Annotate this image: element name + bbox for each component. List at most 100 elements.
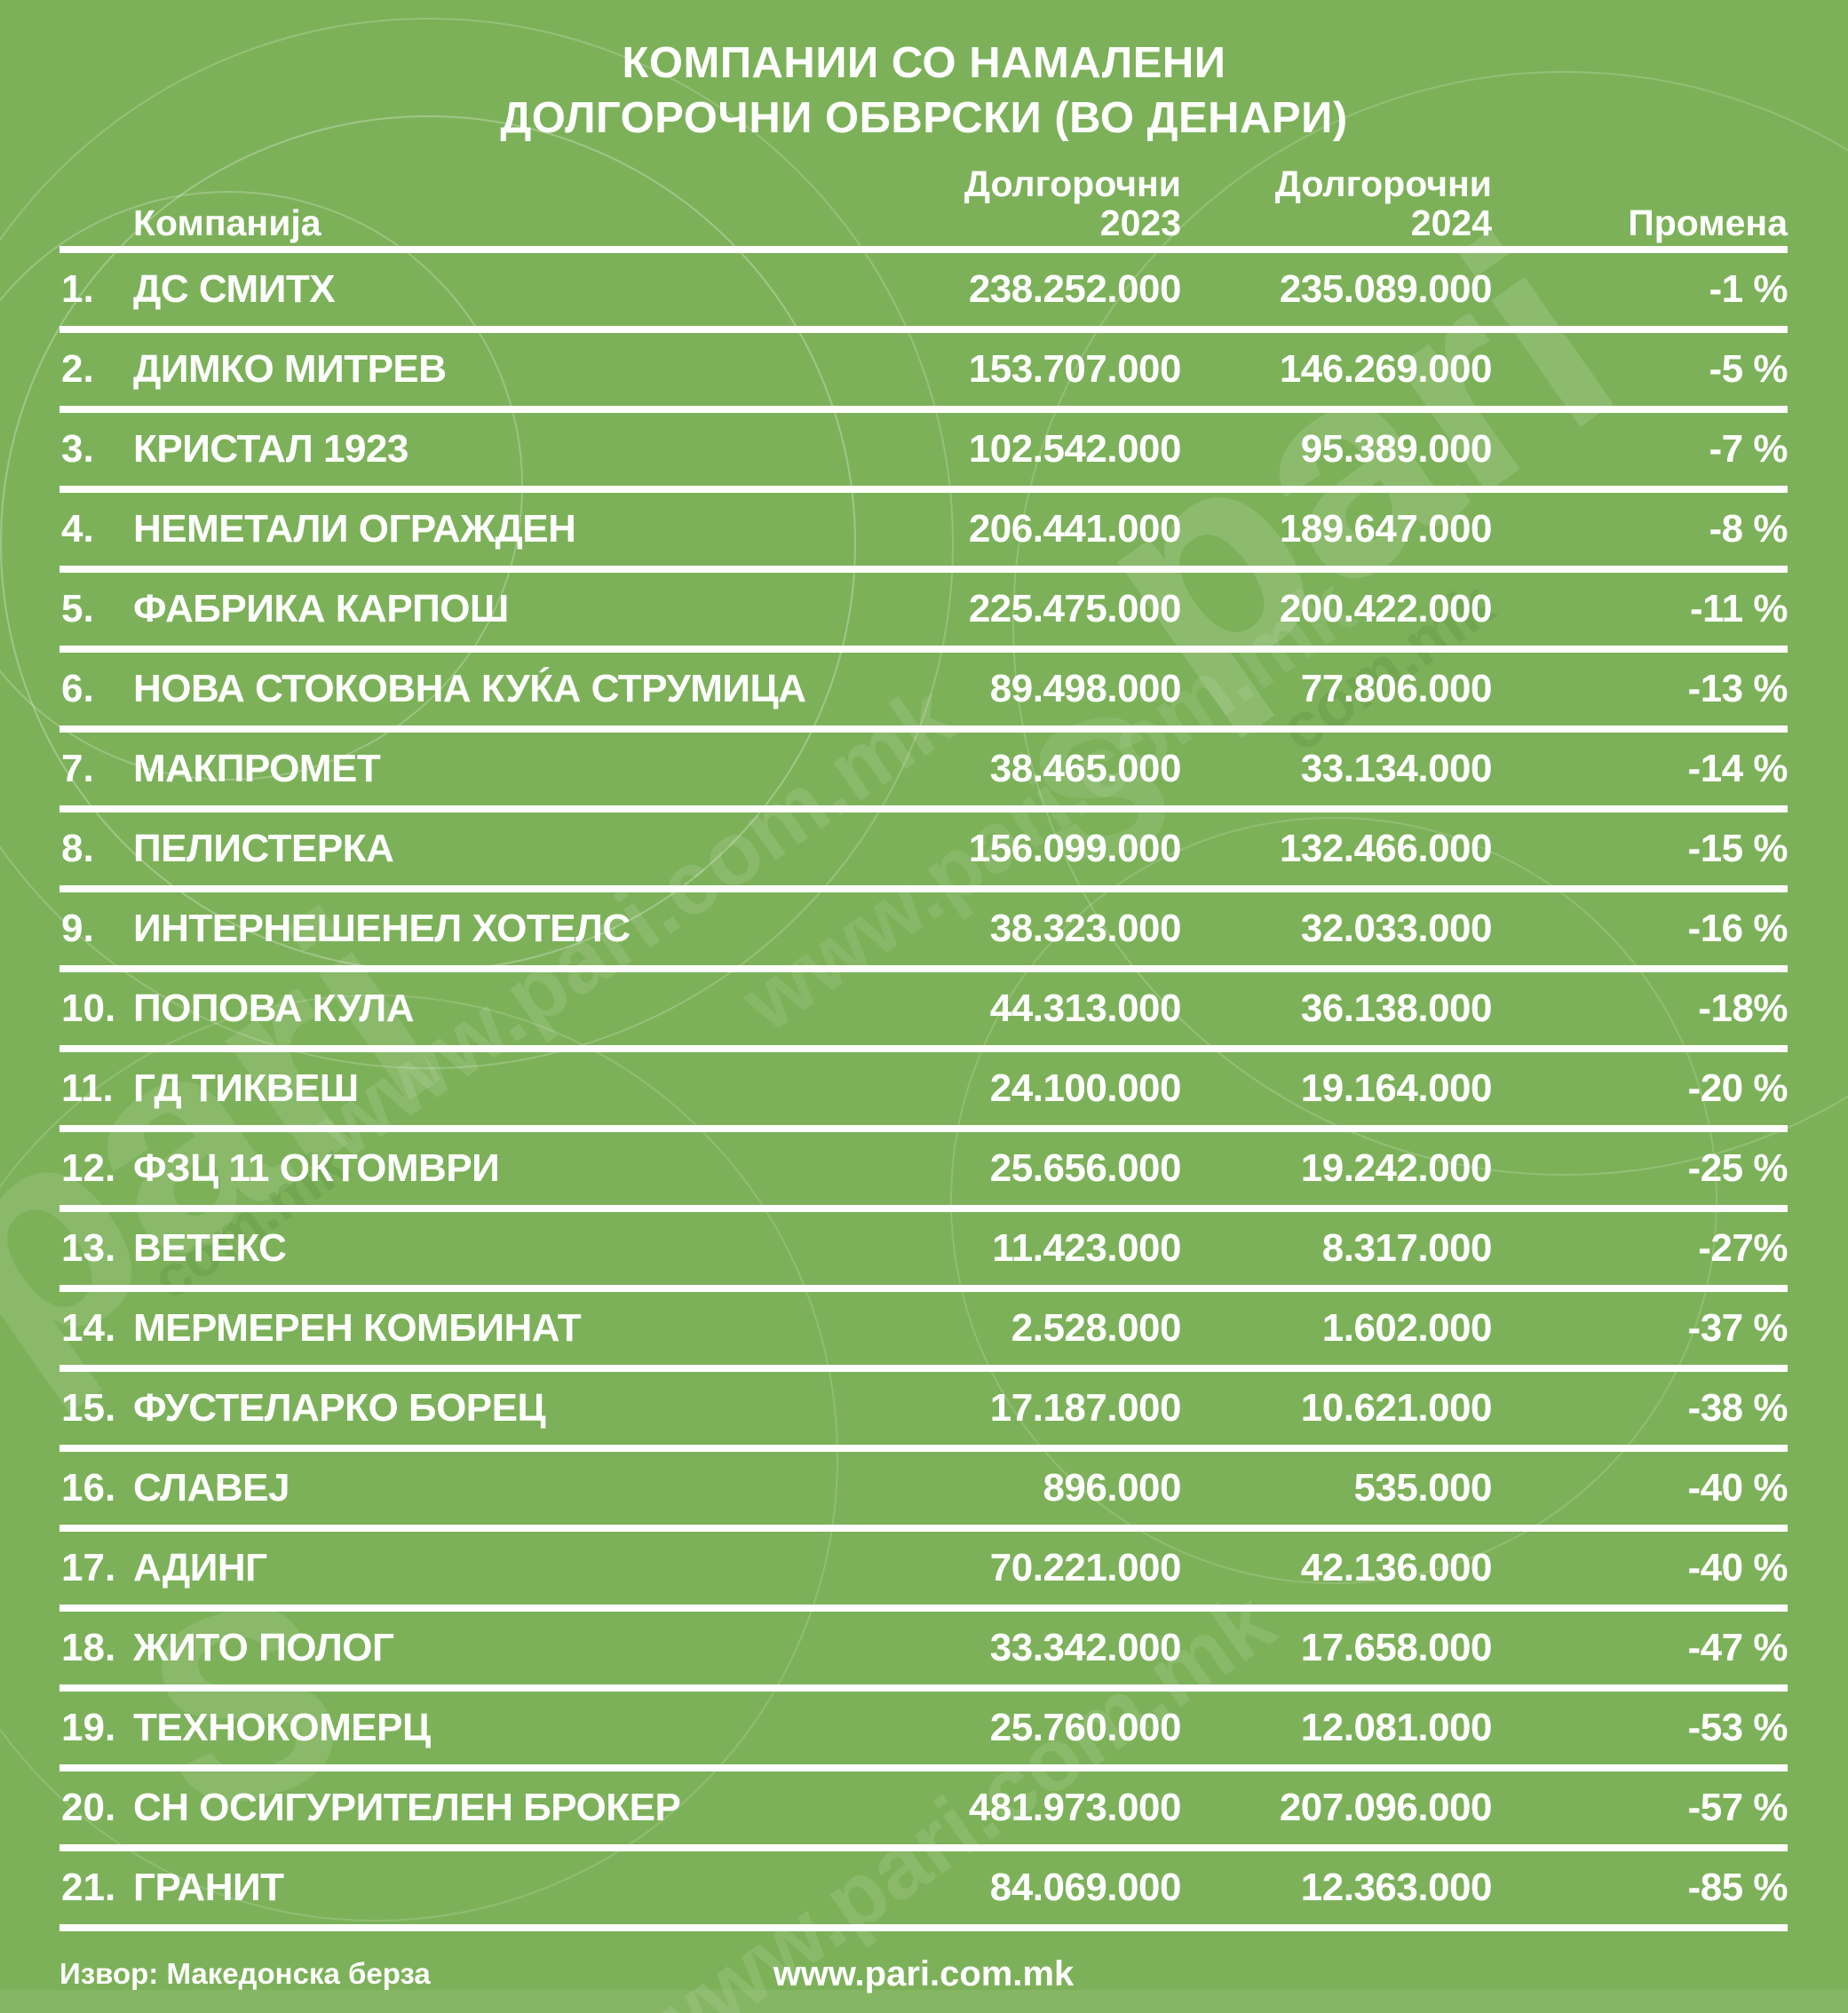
value-2024: 10.621.000 xyxy=(1300,1386,1493,1430)
company-name: СЛАВЕЈ xyxy=(133,1466,289,1510)
value-2023: 481.973.000 xyxy=(968,1786,1182,1829)
header-change: Промена xyxy=(1628,202,1788,243)
change-value: -5 % xyxy=(1709,347,1789,391)
company-name: ПЕЛИСТЕРКА xyxy=(133,827,394,870)
company-name: МАКПРОМЕТ xyxy=(133,747,381,790)
change-value: -15 % xyxy=(1687,827,1789,870)
value-2023: 102.542.000 xyxy=(968,427,1182,471)
table-row: 13. ВЕТЕКС 11.423.000 8.317.000 -27% xyxy=(59,1212,1789,1292)
table-row: 21. ГРАНИТ 84.069.000 12.363.000 -85 % xyxy=(59,1851,1789,1931)
companies-table: Компанија Долгорочни 2023 Долгорочни 202… xyxy=(59,164,1789,1931)
table-header-row: Компанија Долгорочни 2023 Долгорочни 202… xyxy=(59,164,1788,253)
company-name: АДИНГ xyxy=(133,1546,267,1589)
row-number: 2. xyxy=(61,347,94,391)
table-row: 18. ЖИТО ПОЛОГ 33.342.000 17.658.000 -47… xyxy=(59,1612,1789,1692)
row-number: 10. xyxy=(61,987,116,1030)
change-value: -37 % xyxy=(1687,1306,1789,1350)
value-2024: 132.466.000 xyxy=(1279,827,1493,870)
title-line-2: ДОЛГОРОЧНИ ОБВРСКИ (ВО ДЕНАРИ) xyxy=(500,94,1348,142)
value-2023: 156.099.000 xyxy=(968,827,1182,870)
company-name: ФЗЦ 11 ОКТОМВРИ xyxy=(133,1146,500,1190)
company-name: МЕРМЕРЕН КОМБИНАТ xyxy=(133,1306,582,1350)
change-value: -38 % xyxy=(1687,1386,1789,1430)
value-2023: 25.656.000 xyxy=(989,1146,1182,1190)
header-2023-year: 2023 xyxy=(1099,202,1181,243)
table-row: 15. ФУСТЕЛАРКО БОРЕЦ 17.187.000 10.621.0… xyxy=(59,1372,1789,1452)
change-value: -20 % xyxy=(1687,1066,1789,1110)
row-number: 8. xyxy=(61,827,94,870)
header-2024-label: Долгорочни xyxy=(1274,163,1492,204)
header-2024-year: 2024 xyxy=(1410,202,1492,243)
row-number: 6. xyxy=(61,667,94,710)
value-2023: 38.323.000 xyxy=(989,907,1182,950)
value-2023: 24.100.000 xyxy=(989,1066,1182,1110)
header-2023: Долгорочни 2023 xyxy=(857,164,1181,251)
header-company: Компанија xyxy=(133,202,321,243)
title-line-1: КОМПАНИИ СО НАМАЛЕНИ xyxy=(622,39,1226,87)
row-number: 7. xyxy=(61,747,94,790)
company-name: ГРАНИТ xyxy=(133,1866,284,1909)
change-value: -85 % xyxy=(1687,1866,1789,1909)
change-value: -18% xyxy=(1698,987,1788,1030)
value-2023: 2.528.000 xyxy=(1011,1306,1182,1350)
row-number: 11. xyxy=(61,1066,114,1110)
value-2023: 44.313.000 xyxy=(989,987,1182,1030)
table-row: 2. ДИМКО МИТРЕВ 153.707.000 146.269.000 … xyxy=(59,333,1789,413)
value-2023: 33.342.000 xyxy=(989,1626,1182,1669)
value-2024: 12.081.000 xyxy=(1300,1706,1493,1749)
value-2024: 36.138.000 xyxy=(1300,987,1493,1030)
source-label: Извор: Македонска берза xyxy=(59,1957,431,1990)
company-name: СН ОСИГУРИТЕЛЕН БРОКЕР xyxy=(133,1786,681,1829)
change-value: -7 % xyxy=(1709,427,1789,471)
value-2024: 189.647.000 xyxy=(1279,507,1493,551)
table-body: 1. ДС СМИТХ 238.252.000 235.089.000 -1 %… xyxy=(59,253,1789,1931)
value-2024: 19.242.000 xyxy=(1300,1146,1493,1190)
value-2024: 8.317.000 xyxy=(1321,1226,1493,1270)
row-number: 3. xyxy=(61,427,94,471)
change-value: -57 % xyxy=(1687,1786,1789,1829)
value-2024: 12.363.000 xyxy=(1300,1866,1493,1909)
table-row: 1. ДС СМИТХ 238.252.000 235.089.000 -1 % xyxy=(59,253,1789,333)
value-2023: 238.252.000 xyxy=(968,267,1182,311)
value-2024: 42.136.000 xyxy=(1300,1546,1493,1589)
table-row: 14. МЕРМЕРЕН КОМБИНАТ 2.528.000 1.602.00… xyxy=(59,1292,1789,1372)
header-2023-label: Долгорочни xyxy=(964,163,1181,204)
value-2024: 207.096.000 xyxy=(1279,1786,1493,1829)
table-row: 10. ПОПОВА КУЛА 44.313.000 36.138.000 -1… xyxy=(59,972,1789,1052)
company-name: НОВА СТОКОВНА КУЌА СТРУМИЦА xyxy=(133,667,806,710)
table-row: 11. ГД ТИКВЕШ 24.100.000 19.164.000 -20 … xyxy=(59,1052,1789,1132)
value-2023: 38.465.000 xyxy=(989,747,1182,790)
value-2024: 32.033.000 xyxy=(1300,907,1493,950)
value-2024: 95.389.000 xyxy=(1300,427,1493,471)
table-row: 20. СН ОСИГУРИТЕЛЕН БРОКЕР 481.973.000 2… xyxy=(59,1771,1789,1851)
table-row: 16. СЛАВЕЈ 896.000 535.000 -40 % xyxy=(59,1452,1789,1532)
row-number: 13. xyxy=(61,1226,116,1270)
value-2023: 84.069.000 xyxy=(989,1866,1182,1909)
row-number: 21. xyxy=(61,1866,116,1909)
change-value: -25 % xyxy=(1687,1146,1789,1190)
row-number: 16. xyxy=(61,1466,116,1510)
company-name: ЖИТО ПОЛОГ xyxy=(133,1626,394,1669)
row-number: 12. xyxy=(61,1146,116,1190)
value-2023: 206.441.000 xyxy=(968,507,1182,551)
header-2024: Долгорочни 2024 xyxy=(1181,164,1492,251)
change-value: -40 % xyxy=(1687,1546,1789,1589)
value-2023: 25.760.000 xyxy=(989,1706,1182,1749)
row-number: 18. xyxy=(61,1626,116,1669)
change-value: -13 % xyxy=(1687,667,1789,710)
value-2024: 77.806.000 xyxy=(1300,667,1493,710)
row-number: 4. xyxy=(61,507,94,551)
change-value: -16 % xyxy=(1687,907,1789,950)
value-2024: 33.134.000 xyxy=(1300,747,1493,790)
table-row: 4. НЕМЕТАЛИ ОГРАЖДЕН 206.441.000 189.647… xyxy=(59,493,1789,573)
row-number: 15. xyxy=(61,1386,116,1430)
company-name: ТЕХНОКОМЕРЦ xyxy=(133,1706,431,1749)
company-name: НЕМЕТАЛИ ОГРАЖДЕН xyxy=(133,507,576,551)
table-row: 17. АДИНГ 70.221.000 42.136.000 -40 % xyxy=(59,1532,1789,1612)
company-name: ГД ТИКВЕШ xyxy=(133,1066,359,1110)
row-number: 14. xyxy=(61,1306,116,1350)
change-value: -8 % xyxy=(1709,507,1789,551)
value-2024: 1.602.000 xyxy=(1321,1306,1493,1350)
value-2023: 896.000 xyxy=(1043,1466,1181,1510)
